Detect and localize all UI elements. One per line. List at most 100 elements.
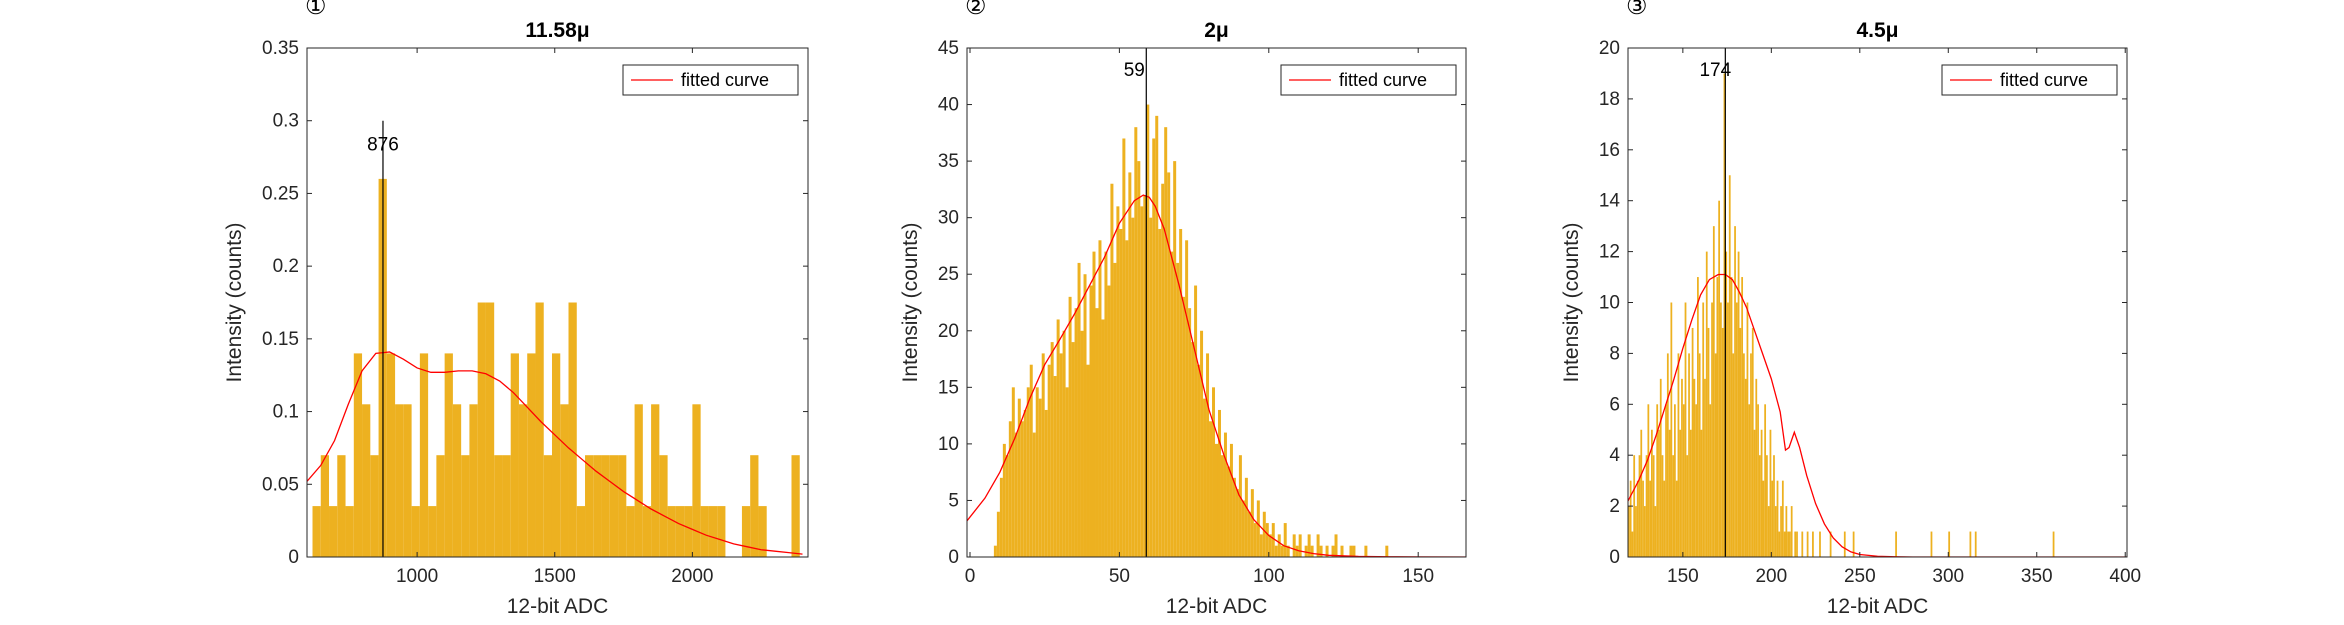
histogram-bar xyxy=(1128,172,1132,557)
y-tick-label: 18 xyxy=(1599,89,1620,110)
histogram-bar xyxy=(485,302,495,557)
histogram-bar xyxy=(1659,378,1662,557)
axes-box xyxy=(966,47,1467,558)
histogram-bar xyxy=(1206,353,1210,557)
histogram-bar xyxy=(1974,531,1977,557)
histogram-bar xyxy=(1735,302,1738,557)
fitted-curve-line xyxy=(1628,273,2127,557)
histogram-bar xyxy=(1796,531,1798,557)
histogram-bar xyxy=(1727,302,1729,557)
y-tick-label: 45 xyxy=(938,38,959,59)
y-tick-label: 4 xyxy=(1609,445,1620,466)
y-axis-label: Intensity (counts) xyxy=(223,223,246,383)
histogram-bar xyxy=(1728,175,1731,557)
histogram-bar xyxy=(1758,455,1761,557)
y-tick-label: 0 xyxy=(288,547,299,568)
histogram-bar xyxy=(1244,477,1248,557)
histogram-bar xyxy=(1704,378,1706,557)
histogram-bar xyxy=(1044,409,1048,557)
histogram-bar xyxy=(1146,104,1150,557)
y-tick-label: 20 xyxy=(1599,38,1620,59)
histogram-bar xyxy=(1059,353,1063,557)
fitted-curve-line xyxy=(967,194,1466,557)
histogram-bar xyxy=(708,506,718,557)
histogram-bar xyxy=(1152,138,1156,557)
histogram-bar xyxy=(1753,429,1756,557)
histogram-bar xyxy=(568,302,577,557)
x-tick-label: 400 xyxy=(2109,566,2141,587)
histogram-bar xyxy=(337,455,346,557)
histogram-bar xyxy=(1277,534,1281,557)
histogram-bar xyxy=(1652,455,1655,557)
y-tick-label: 0.1 xyxy=(273,402,299,423)
histogram-bar xyxy=(1215,443,1218,557)
histogram-bar xyxy=(370,455,379,557)
x-tick-label: 1000 xyxy=(396,566,438,587)
histogram-bar xyxy=(1723,73,1726,557)
histogram-bar xyxy=(1721,327,1724,557)
histogram-bar xyxy=(1116,206,1120,557)
histogram-bar xyxy=(1774,506,1777,557)
histogram-bar xyxy=(1698,353,1701,557)
y-tick-label: 30 xyxy=(938,208,959,229)
histogram-bar xyxy=(1672,455,1675,557)
histogram-bar xyxy=(1663,480,1666,557)
histogram-bar xyxy=(1730,277,1733,557)
histogram-bar xyxy=(477,302,486,557)
histogram-bar xyxy=(1167,172,1171,557)
histogram-bar xyxy=(1812,531,1814,557)
histogram-bar xyxy=(667,506,676,557)
histogram-bar xyxy=(1948,531,1951,557)
histogram-bar xyxy=(1668,429,1671,557)
histogram-bar xyxy=(1628,506,1630,557)
histogram-bar xyxy=(1086,364,1090,557)
histogram-bar xyxy=(1764,404,1767,557)
histogram-bar xyxy=(1633,455,1636,557)
histogram-bar xyxy=(1755,378,1758,557)
histogram-bar xyxy=(1038,398,1042,557)
histogram-bar xyxy=(1674,404,1676,557)
histogram-bar xyxy=(1023,409,1027,557)
histogram-bar xyxy=(1739,327,1742,557)
histogram-bar xyxy=(1191,342,1195,557)
histogram-bar xyxy=(626,506,635,557)
histogram-bar xyxy=(659,455,668,557)
y-tick-label: 0.25 xyxy=(262,183,299,204)
histogram-bar xyxy=(1203,398,1207,557)
histogram-bar xyxy=(1110,183,1114,557)
histogram-bar xyxy=(1760,429,1763,557)
histogram-bar xyxy=(1137,161,1141,557)
histogram-bar xyxy=(1026,387,1030,557)
histogram-bar xyxy=(1789,531,1791,557)
histogram-bar xyxy=(700,506,709,557)
histogram-bar xyxy=(1235,489,1239,557)
histogram-bar xyxy=(576,506,586,557)
histogram-bar xyxy=(1256,500,1260,557)
histogram-bar xyxy=(1852,531,1855,557)
histogram-bar xyxy=(1217,409,1221,557)
y-axis-label: Intensity (counts) xyxy=(1560,223,1583,383)
y-tick-label: 15 xyxy=(938,377,959,398)
histogram-bar xyxy=(1757,404,1759,557)
histogram-bar xyxy=(1686,455,1689,557)
histogram-bar xyxy=(1790,506,1793,557)
histogram-bar xyxy=(1062,330,1066,557)
histogram-bar xyxy=(1743,353,1745,557)
histogram-bar xyxy=(675,506,685,557)
y-tick-label: 10 xyxy=(938,434,959,455)
histogram-bar xyxy=(741,506,751,557)
y-tick-label: 12 xyxy=(1599,242,1620,263)
histogram-bar xyxy=(1005,455,1009,557)
histogram-bar xyxy=(1170,251,1174,557)
histogram-bar xyxy=(1654,506,1657,557)
histogram-bar xyxy=(1762,480,1765,557)
bars-group xyxy=(312,178,800,557)
histogram-bar xyxy=(1670,302,1673,557)
y-tick-label: 20 xyxy=(938,321,959,342)
histogram-bar xyxy=(1711,302,1713,557)
histogram-bar xyxy=(1182,296,1186,557)
histogram-bar xyxy=(999,477,1003,557)
histogram-bar xyxy=(1640,429,1643,557)
x-tick-label: 0 xyxy=(965,566,976,587)
